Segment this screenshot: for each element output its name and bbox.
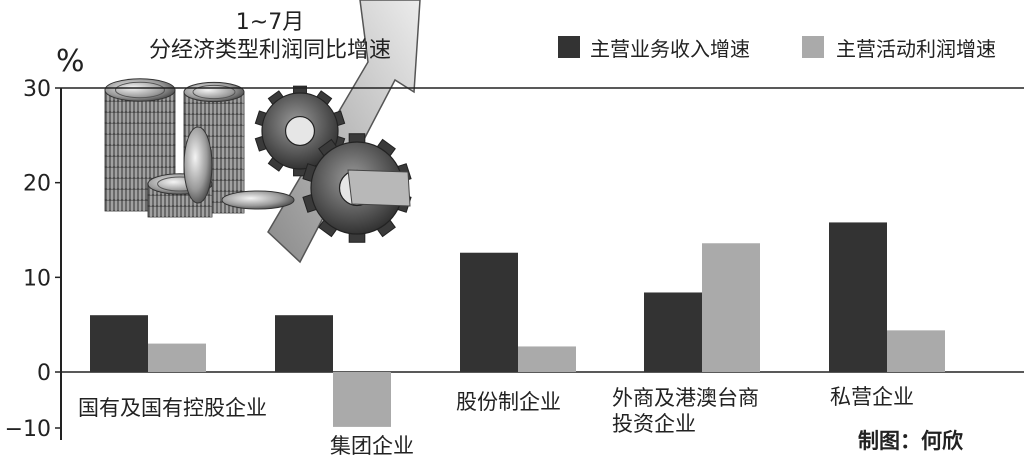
bar-profit-4 — [887, 330, 945, 372]
coins-gears-arrow-illustration — [104, 0, 421, 264]
y-tick-label: 0 — [37, 361, 51, 386]
category-label: 股份制企业 — [456, 390, 561, 414]
bar-profit-1 — [333, 372, 391, 427]
bar-profit-3 — [702, 243, 760, 372]
bar-profit-0 — [148, 343, 206, 372]
bar-revenue-0 — [90, 315, 148, 372]
bars — [90, 222, 945, 427]
legend-swatch-profit — [802, 36, 824, 58]
loose-coin — [221, 190, 295, 210]
chart-subtitle: 分经济类型利润同比增速 — [148, 38, 391, 63]
legend-swatch-revenue — [558, 36, 580, 58]
category-label: 外商及港澳台商 — [612, 386, 759, 410]
standing-coin — [183, 126, 213, 204]
bar-revenue-1 — [275, 315, 333, 372]
chart-credit: 制图：何欣 — [858, 429, 963, 453]
legend-label-profit: 主营活动利润增速 — [836, 37, 996, 61]
category-label: 集团企业 — [330, 434, 414, 458]
y-tick-label: 20 — [23, 172, 51, 197]
bar-revenue-3 — [644, 292, 702, 372]
category-label: 投资企业 — [612, 412, 696, 436]
bar-revenue-4 — [829, 222, 887, 372]
y-tick-label: 10 — [23, 266, 51, 291]
category-label: 私营企业 — [830, 385, 914, 409]
bar-revenue-2 — [460, 252, 518, 372]
coin-stack-left — [104, 78, 176, 212]
y-axis-unit-label: % — [56, 44, 85, 79]
y-tick-label: 30 — [23, 77, 51, 102]
y-tick-label: −10 — [5, 417, 51, 442]
chart-title: 1~7月 — [235, 10, 305, 35]
category-label: 国有及国有控股企业 — [78, 396, 267, 420]
gear-shaft — [347, 169, 411, 207]
legend-label-revenue: 主营业务收入增速 — [590, 37, 750, 61]
bar-profit-2 — [518, 346, 576, 372]
